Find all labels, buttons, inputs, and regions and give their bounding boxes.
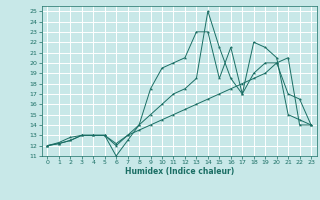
X-axis label: Humidex (Indice chaleur): Humidex (Indice chaleur) [124,167,234,176]
